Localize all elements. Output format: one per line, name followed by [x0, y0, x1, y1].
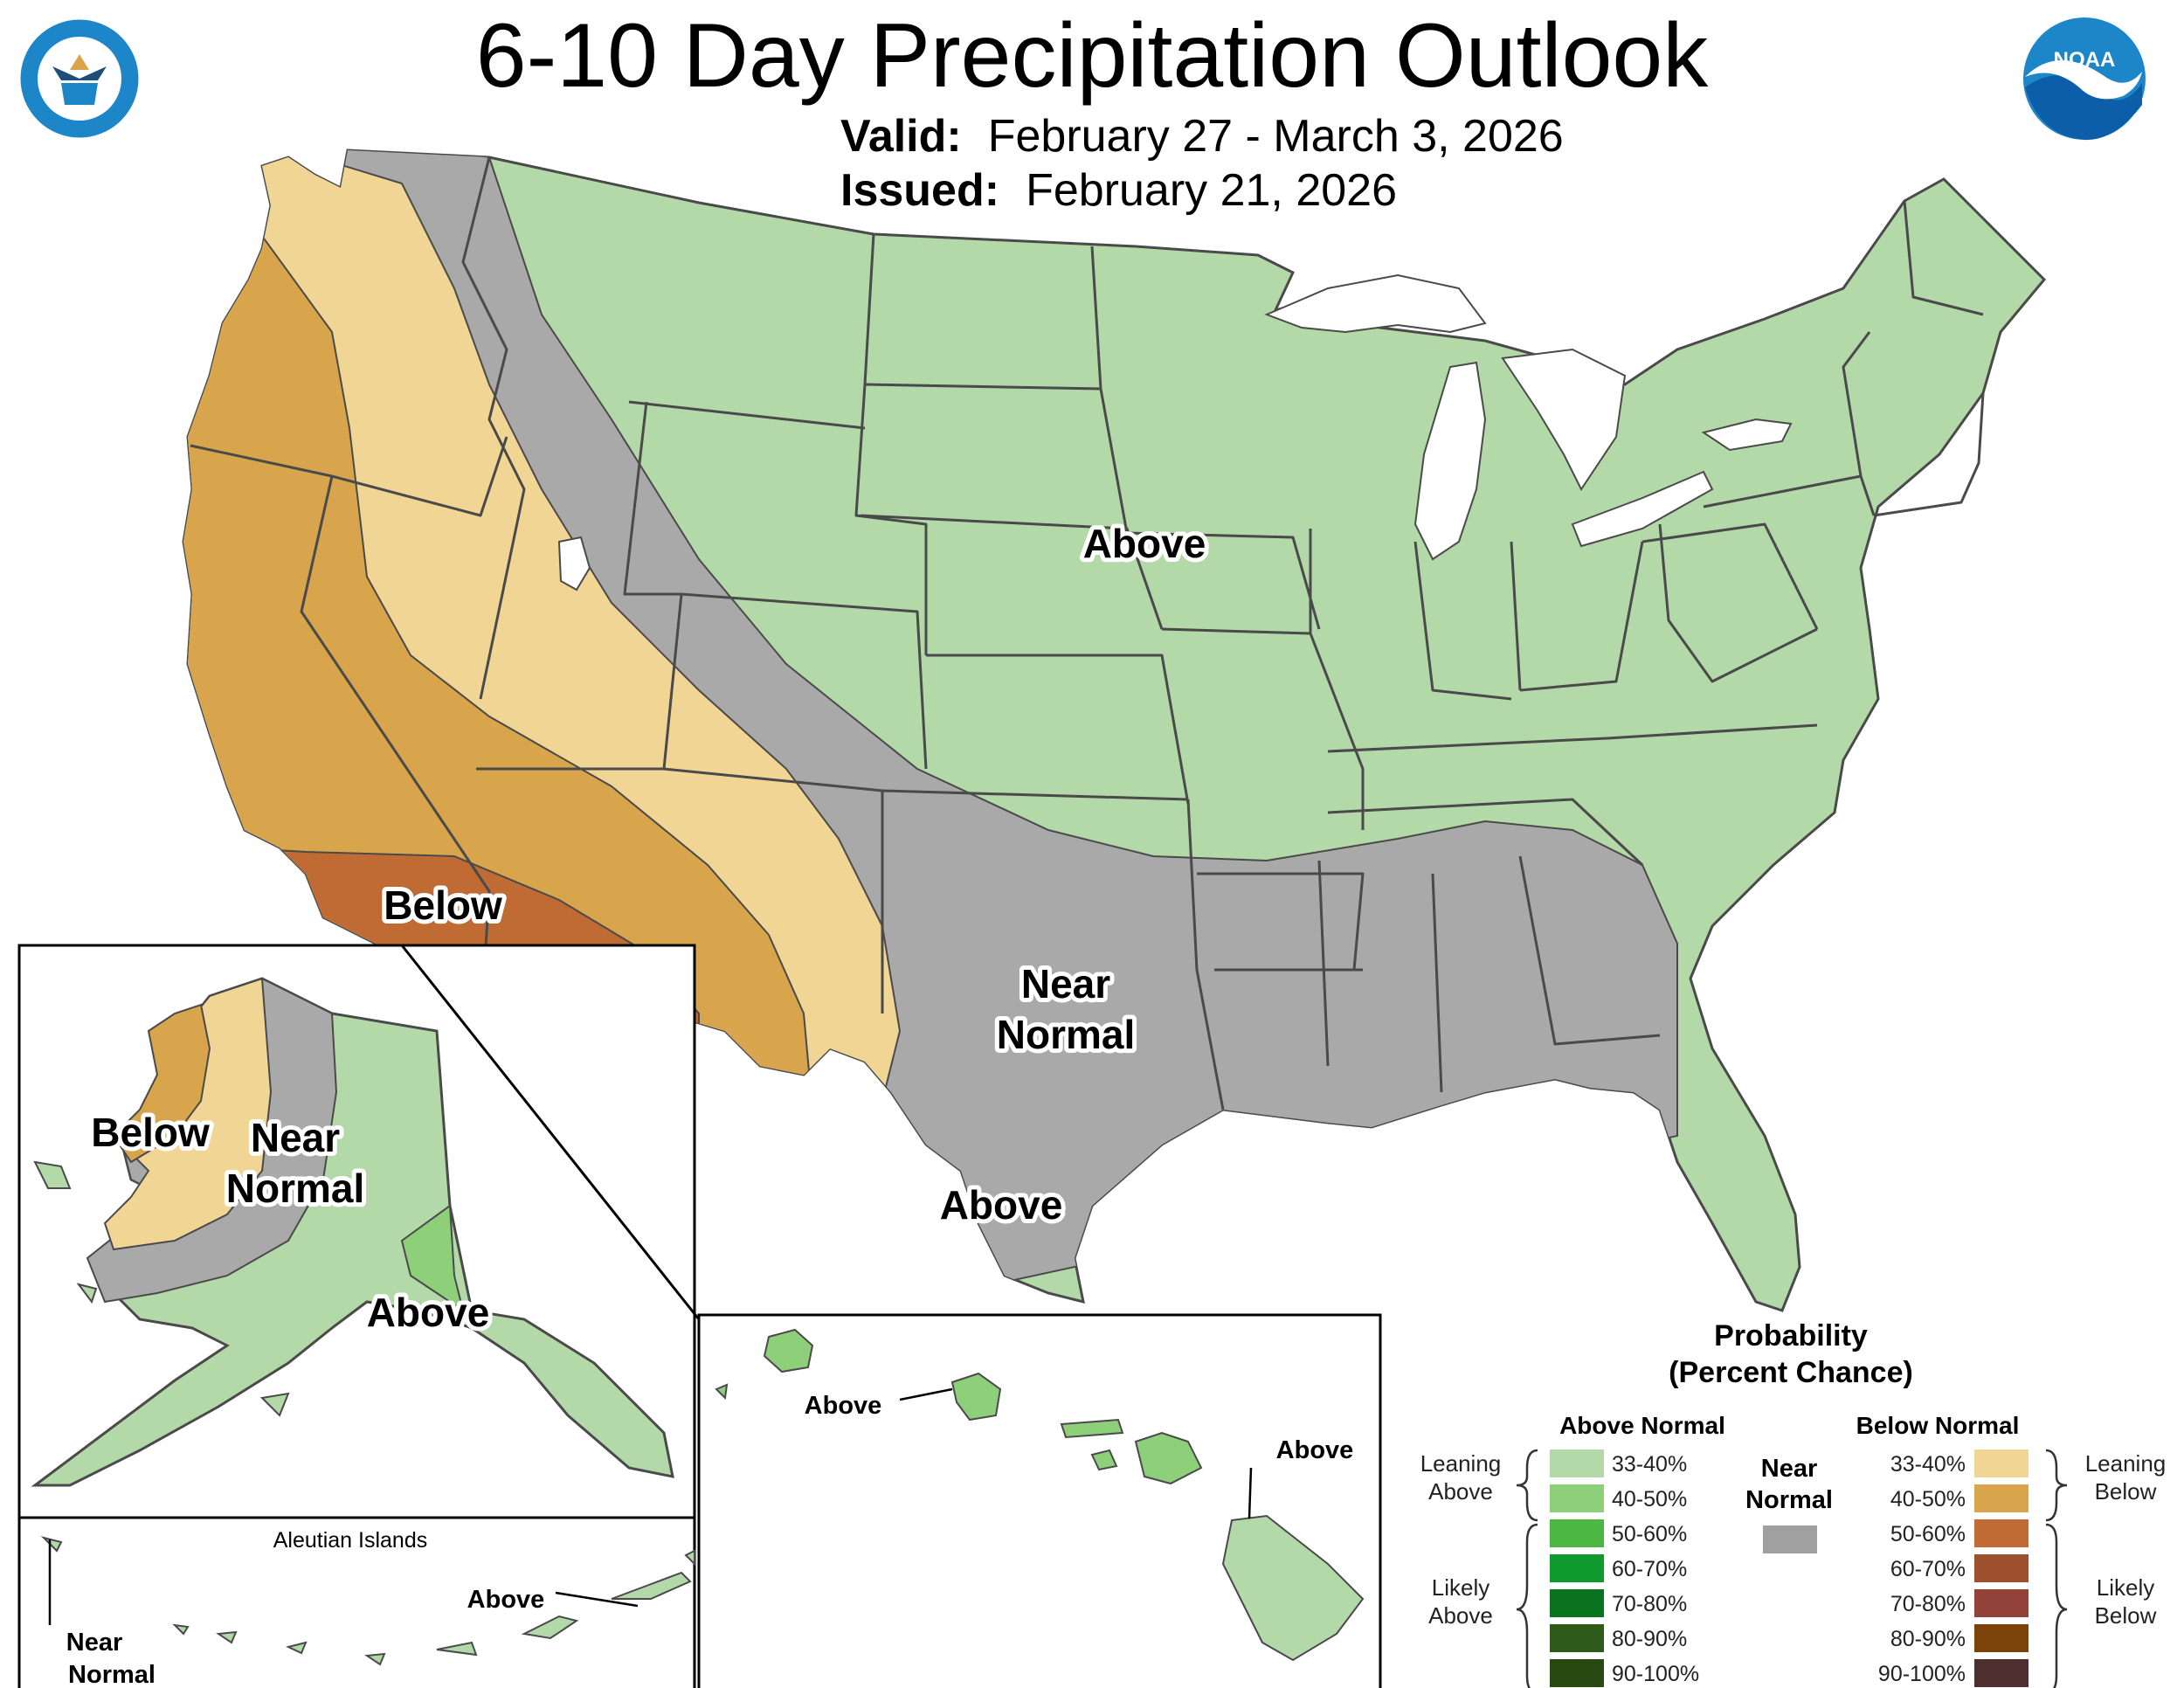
legend-near-2: Normal	[1745, 1486, 1833, 1514]
above-swatch-3	[1550, 1554, 1604, 1582]
above-swatch-2	[1550, 1519, 1604, 1547]
conus-above-label: Above	[1083, 521, 1206, 566]
below-bin-label-2: 50-60%	[1890, 1522, 1966, 1546]
niihau-island	[715, 1383, 729, 1401]
leaning-below-2: Below	[2095, 1478, 2157, 1505]
commerce-seal-logo	[17, 17, 142, 141]
likely-below-2: Below	[2095, 1602, 2157, 1629]
leaning-above-2: Above	[1428, 1478, 1493, 1505]
alaska-below-label: Below	[91, 1110, 210, 1155]
below-swatch-6	[1974, 1659, 2028, 1687]
alaska-near-label-1: Near	[251, 1115, 340, 1160]
lake-superior	[1264, 273, 1487, 334]
leaning-below-1: Leaning	[2085, 1450, 2167, 1477]
conus-near-label-2: Normal	[997, 1012, 1135, 1057]
legend-above-header: Above Normal	[1559, 1412, 1725, 1439]
page-title: 6-10 Day Precipitation Outlook	[475, 5, 1709, 107]
issued-date: February 21, 2026	[1026, 165, 1397, 216]
aleutian-above-label: Above	[467, 1586, 545, 1614]
alaska-above-40-50	[400, 1204, 465, 1313]
legend-above-bins: 33-40% 40-50% 50-60% 60-70% 70-80% 80-90% 90-1…	[1550, 1449, 1699, 1687]
above-swatch-5	[1550, 1624, 1604, 1652]
aleutian-near-label-1: Near	[66, 1629, 123, 1657]
alaska-above-label: Above	[367, 1290, 490, 1335]
lake-huron	[1501, 348, 1627, 491]
below-swatch-1	[1974, 1484, 2028, 1512]
lake-ontario	[1701, 418, 1793, 452]
above-bin-label-6: 90-100%	[1612, 1662, 1699, 1686]
hawaii-inset	[697, 1313, 1382, 1688]
below-swatch-5	[1974, 1624, 2028, 1652]
big-island	[1221, 1514, 1365, 1662]
hawaii-above-west-label: Above	[805, 1392, 882, 1420]
valid-line: Valid: February 27 - March 3, 2026	[840, 110, 1564, 163]
above-bin-label-4: 70-80%	[1612, 1592, 1687, 1616]
below-bin-label-1: 40-50%	[1890, 1487, 1966, 1512]
legend-below-bins: 33-40% 40-50% 50-60% 60-70% 70-80% 80-90% 90-1…	[1878, 1449, 2028, 1687]
alaska-inset	[17, 944, 701, 1519]
alaska-islands	[33, 1160, 290, 1417]
noaa-logo: NOAA	[2023, 17, 2146, 141]
oahu-island	[950, 1372, 1002, 1422]
above-swatch-4	[1550, 1589, 1604, 1617]
maui-island	[1134, 1431, 1203, 1485]
below-swatch-4	[1974, 1589, 2028, 1617]
valid-label: Valid:	[840, 111, 962, 162]
likely-below-1: Likely	[2097, 1574, 2154, 1601]
legend-near-1: Near	[1761, 1455, 1818, 1483]
conus-near-label-1: Near	[1021, 961, 1110, 1007]
lanai-island	[1090, 1449, 1118, 1471]
legend-title-2: (Percent Chance)	[1669, 1356, 1913, 1389]
lake-erie	[1571, 470, 1714, 548]
above-swatch-6	[1550, 1659, 1604, 1687]
below-bin-label-5: 80-90%	[1890, 1627, 1966, 1651]
issued-line: Issued: February 21, 2026	[840, 164, 1397, 217]
valid-date: February 27 - March 3, 2026	[987, 111, 1564, 162]
above-bin-label-2: 50-60%	[1612, 1522, 1687, 1546]
legend-below-header: Below Normal	[1856, 1412, 2020, 1439]
below-swatch-2	[1974, 1519, 2028, 1547]
legend-title-1: Probability	[1714, 1319, 1868, 1352]
region-labels: Above Below Near Normal Above Below Near…	[66, 516, 1354, 1688]
issued-label: Issued:	[840, 165, 1000, 216]
below-swatch-0	[1974, 1449, 2028, 1477]
conus-below-label: Below	[384, 882, 502, 928]
above-bin-label-3: 60-70%	[1612, 1557, 1687, 1581]
legend-braces	[1516, 1449, 2068, 1688]
noaa-logo-text: NOAA	[2054, 48, 2116, 72]
aleutian-inset	[17, 1516, 696, 1688]
likely-above-2: Above	[1428, 1602, 1493, 1629]
alaska-near-label-2: Normal	[226, 1166, 364, 1211]
below-bin-label-0: 33-40%	[1890, 1452, 1966, 1477]
aleutian-near-label-2: Normal	[68, 1661, 156, 1688]
above-bin-label-1: 40-50%	[1612, 1487, 1687, 1512]
below-bin-label-4: 70-80%	[1890, 1592, 1966, 1616]
below-swatch-3	[1974, 1554, 2028, 1582]
legend: Probability (Percent Chance) Above Norma…	[1420, 1319, 2167, 1688]
aleutian-islands	[40, 1536, 695, 1666]
kauai-island	[763, 1328, 814, 1373]
aleutian-title: Aleutian Islands	[273, 1528, 428, 1553]
texas-above-label: Above	[940, 1182, 1063, 1228]
above-swatch-0	[1550, 1449, 1604, 1477]
alaska-below-40-50	[112, 1003, 211, 1164]
great-salt-lake	[557, 536, 591, 591]
below-bin-label-3: 60-70%	[1890, 1557, 1966, 1581]
leaning-above-1: Leaning	[1420, 1450, 1502, 1477]
molokai-island	[1060, 1418, 1124, 1439]
above-swatch-1	[1550, 1484, 1604, 1512]
leader-lines	[48, 1387, 1253, 1625]
lake-michigan	[1413, 361, 1487, 561]
above-bin-label-0: 33-40%	[1612, 1452, 1687, 1477]
likely-above-1: Likely	[1432, 1574, 1489, 1601]
above-bin-label-5: 80-90%	[1612, 1627, 1687, 1651]
hawaii-above-east-label: Above	[1276, 1436, 1354, 1464]
state-boundaries	[190, 156, 1985, 1110]
near-normal-swatch	[1763, 1525, 1817, 1553]
below-bin-label-6: 90-100%	[1878, 1662, 1966, 1686]
